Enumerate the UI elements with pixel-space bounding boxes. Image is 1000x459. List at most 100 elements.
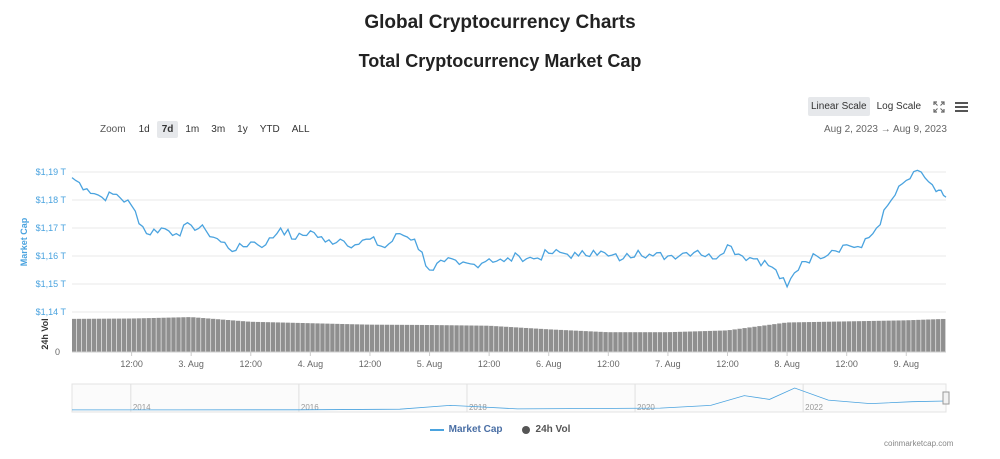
volume-bar[interactable] xyxy=(305,323,310,352)
volume-bar[interactable] xyxy=(285,322,290,352)
volume-bar[interactable] xyxy=(906,320,911,352)
volume-bar[interactable] xyxy=(240,321,246,352)
volume-bar[interactable] xyxy=(196,317,201,352)
volume-bar[interactable] xyxy=(638,332,643,352)
volume-bar[interactable] xyxy=(881,320,886,352)
volume-bar[interactable] xyxy=(782,322,787,352)
volume-bar[interactable] xyxy=(836,321,842,352)
volume-bar[interactable] xyxy=(568,330,573,352)
volume-bar[interactable] xyxy=(931,319,936,352)
volume-bar[interactable] xyxy=(255,321,261,352)
volume-bar[interactable] xyxy=(792,322,797,352)
volume-bar[interactable] xyxy=(667,332,673,352)
volume-bar[interactable] xyxy=(797,322,802,352)
volume-bar[interactable] xyxy=(404,324,410,352)
volume-bar[interactable] xyxy=(394,324,400,352)
volume-bar[interactable] xyxy=(707,330,713,352)
volume-bar[interactable] xyxy=(573,330,578,352)
volume-bar[interactable] xyxy=(762,325,767,352)
volume-bar[interactable] xyxy=(916,319,921,352)
volume-bar[interactable] xyxy=(245,321,251,352)
volume-bar[interactable] xyxy=(841,321,847,352)
volume-bar[interactable] xyxy=(96,318,102,352)
volume-bar[interactable] xyxy=(186,317,191,352)
volume-bar[interactable] xyxy=(682,331,688,352)
volume-bar[interactable] xyxy=(926,319,931,352)
volume-bar[interactable] xyxy=(201,318,206,352)
volume-bar[interactable] xyxy=(81,318,87,352)
legend-item-market-cap[interactable]: Market Cap xyxy=(429,424,503,435)
volume-bar[interactable] xyxy=(494,326,499,352)
zoom-1m-button[interactable]: 1m xyxy=(185,124,200,135)
volume-bar[interactable] xyxy=(618,332,623,352)
volume-bar[interactable] xyxy=(424,324,429,352)
volume-bar[interactable] xyxy=(831,321,837,352)
volume-bar[interactable] xyxy=(220,319,226,352)
volume-bar[interactable] xyxy=(141,318,146,352)
volume-bar[interactable] xyxy=(662,332,668,352)
volume-bar[interactable] xyxy=(722,330,727,352)
date-range[interactable]: Aug 2, 2023 → Aug 9, 2023 xyxy=(824,124,947,135)
volume-bar[interactable] xyxy=(211,318,216,352)
volume-bar[interactable] xyxy=(767,324,772,352)
volume-bar[interactable] xyxy=(280,322,285,352)
volume-bar[interactable] xyxy=(126,318,131,352)
volume-bar[interactable] xyxy=(811,321,817,352)
volume-bar[interactable] xyxy=(171,317,176,353)
volume-bar[interactable] xyxy=(737,328,742,352)
volume-bar[interactable] xyxy=(310,323,315,352)
volume-bar[interactable] xyxy=(295,322,300,352)
volume-bar[interactable] xyxy=(712,330,717,352)
volume-bar[interactable] xyxy=(543,329,549,352)
volume-bar[interactable] xyxy=(151,317,156,352)
volume-bar[interactable] xyxy=(871,320,876,352)
volume-bar[interactable] xyxy=(702,331,708,352)
volume-bar[interactable] xyxy=(464,325,469,352)
volume-bar[interactable] xyxy=(558,329,564,352)
volume-bar[interactable] xyxy=(657,332,663,352)
volume-bar[interactable] xyxy=(752,326,757,352)
volume-bar[interactable] xyxy=(936,319,941,352)
volume-bar[interactable] xyxy=(136,318,141,352)
date-range-from[interactable]: Aug 2, 2023 xyxy=(824,124,878,135)
linear-scale-button[interactable]: Linear Scale xyxy=(808,97,870,116)
volume-bar[interactable] xyxy=(787,322,792,352)
volume-bar[interactable] xyxy=(86,318,92,352)
volume-bar[interactable] xyxy=(509,327,514,352)
volume-bar[interactable] xyxy=(131,318,136,352)
volume-bar[interactable] xyxy=(225,320,231,352)
volume-bar[interactable] xyxy=(384,324,390,352)
volume-bar[interactable] xyxy=(518,327,524,352)
zoom-1d-button[interactable]: 1d xyxy=(138,124,150,135)
volume-bar[interactable] xyxy=(474,325,479,352)
volume-bar[interactable] xyxy=(628,332,633,352)
volume-bar[interactable] xyxy=(866,320,871,352)
volume-bar[interactable] xyxy=(861,321,866,352)
volume-bar[interactable] xyxy=(419,324,424,352)
volume-bar[interactable] xyxy=(643,332,648,352)
volume-bar[interactable] xyxy=(747,327,752,352)
volume-bar[interactable] xyxy=(439,325,444,352)
navigator[interactable]: 2014 2016 2018 2020 2022 xyxy=(71,383,950,413)
zoom-ytd-button[interactable]: YTD xyxy=(259,124,280,135)
volume-bar[interactable] xyxy=(826,321,832,352)
volume-bar[interactable] xyxy=(692,331,698,352)
volume-bar[interactable] xyxy=(876,320,881,352)
volume-bar[interactable] xyxy=(563,330,568,352)
fullscreen-icon[interactable] xyxy=(932,100,946,114)
volume-bar[interactable] xyxy=(633,332,638,352)
volume-bar[interactable] xyxy=(846,321,852,352)
volume-bar[interactable] xyxy=(528,328,534,352)
volume-bar[interactable] xyxy=(116,318,122,352)
volume-bar[interactable] xyxy=(444,325,449,352)
volume-bar[interactable] xyxy=(504,326,509,352)
volume-bar[interactable] xyxy=(717,330,722,352)
volume-bar[interactable] xyxy=(434,325,439,352)
volume-bar[interactable] xyxy=(459,325,464,352)
volume-bar[interactable] xyxy=(181,317,186,352)
volume-bar[interactable] xyxy=(469,325,474,352)
volume-bar[interactable] xyxy=(648,332,653,352)
credit-link[interactable]: coinmarketcap.com xyxy=(884,439,954,448)
volume-bar[interactable] xyxy=(941,318,946,352)
volume-bar[interactable] xyxy=(697,331,703,352)
